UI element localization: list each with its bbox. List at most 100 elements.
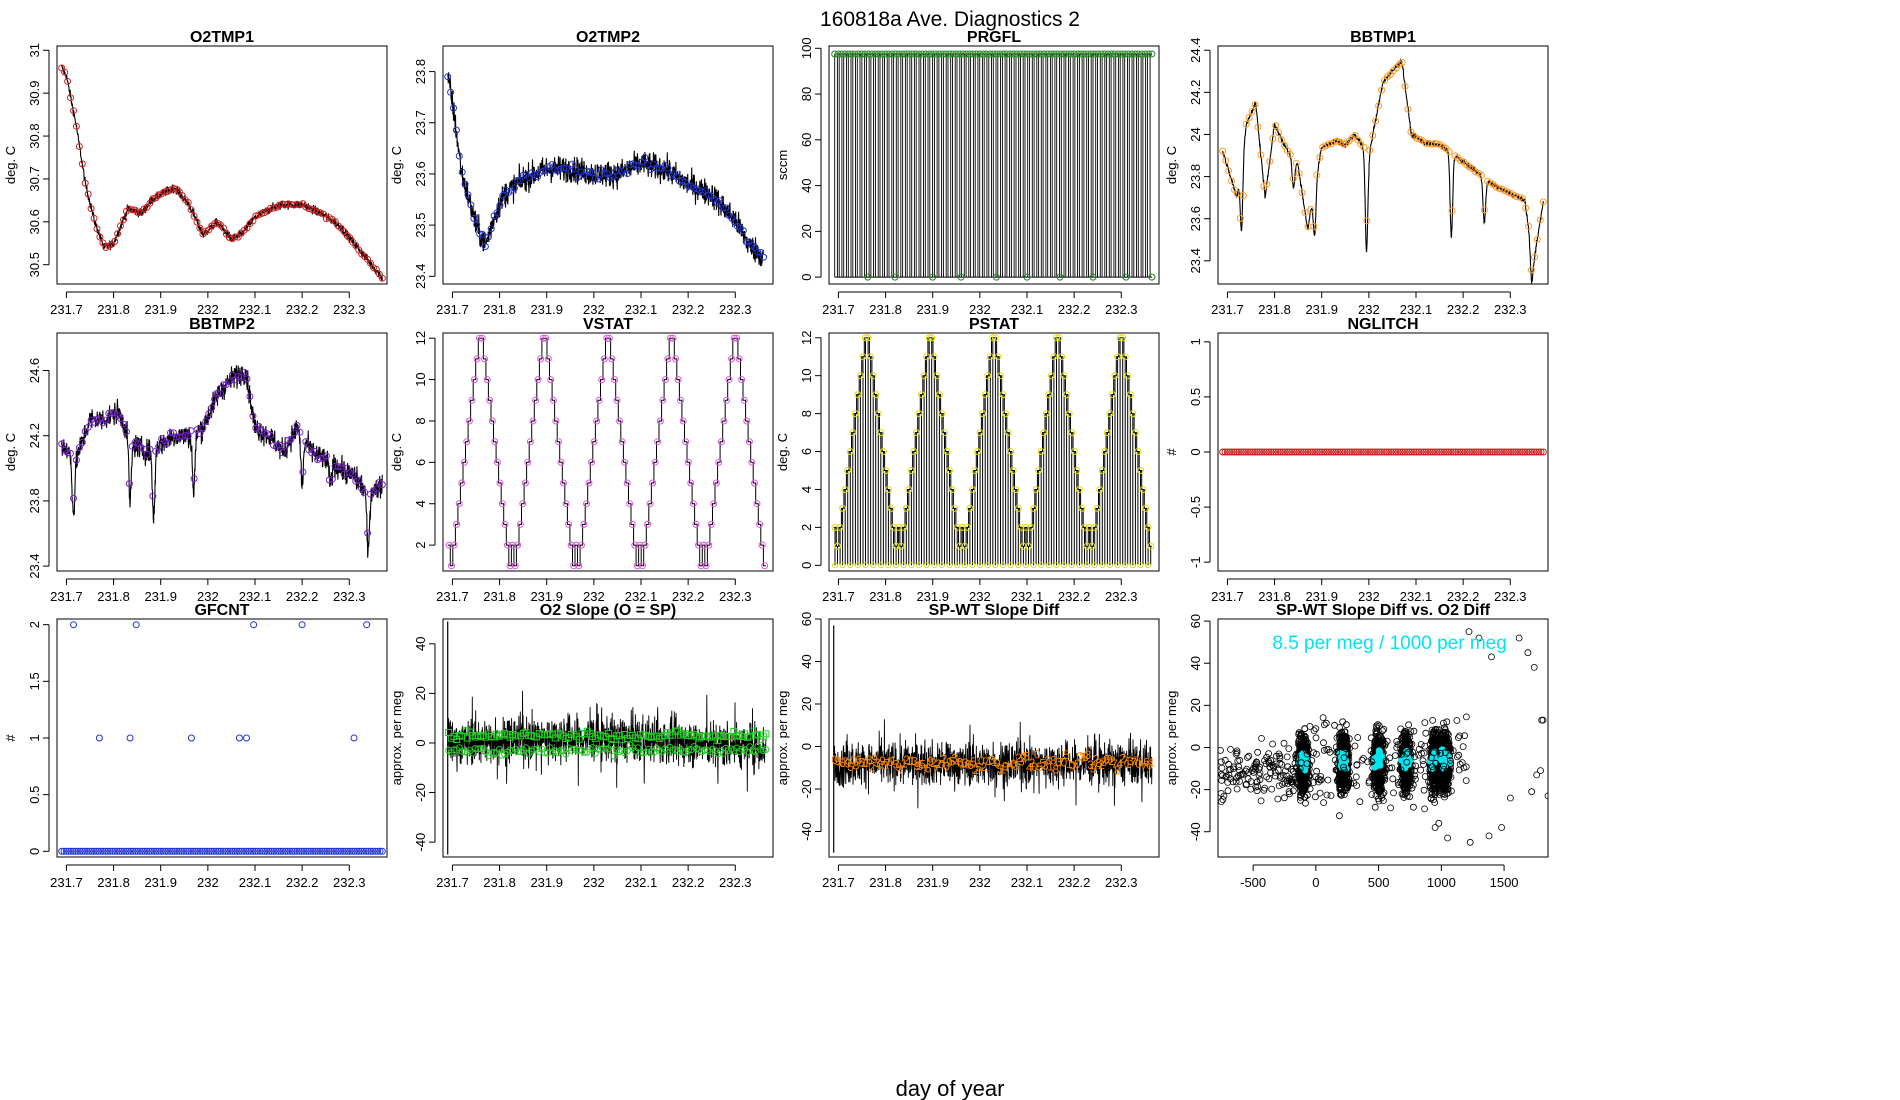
data-point: [1141, 50, 1149, 58]
x-tick-label: 232.2: [1058, 589, 1091, 604]
data-point: 8: [1045, 754, 1052, 768]
data-point: [180, 847, 188, 855]
data-point: 5: [1037, 760, 1044, 774]
data-point: [656, 417, 664, 425]
panel-frame: [828, 45, 1160, 285]
data-point: [99, 847, 107, 855]
data-point: [1091, 50, 1098, 58]
data-point: [1386, 754, 1394, 762]
data-point: [841, 486, 849, 493]
y-tick-label: 6: [799, 448, 814, 455]
data-point: 8: [1082, 750, 1089, 764]
y-tick-label: 40: [799, 178, 814, 192]
data-point: [187, 206, 195, 214]
data-point: 6: [1146, 758, 1153, 772]
data-point: [1237, 771, 1244, 779]
data-point: [895, 523, 903, 531]
data-point: [864, 334, 872, 342]
data-point: [1443, 768, 1451, 775]
data-point: [314, 847, 322, 855]
data-point: [1463, 448, 1471, 456]
data-point: [1358, 756, 1366, 764]
data-point: [72, 847, 80, 855]
data-point: [458, 479, 466, 487]
data-point: [519, 500, 527, 508]
data-point: [246, 393, 254, 400]
data-point: [869, 372, 877, 380]
y-tick-label: 30.6: [27, 209, 42, 234]
data-point: [1050, 353, 1058, 361]
data-point: [1312, 734, 1320, 742]
data-point: 8: [853, 758, 860, 772]
data-point: 0: [1074, 757, 1081, 771]
data-point: 1: [991, 755, 998, 769]
data-point: [211, 395, 219, 403]
data-point: [222, 847, 229, 855]
data-point: [1347, 780, 1355, 787]
data-point: [1292, 159, 1300, 167]
data-point: [166, 847, 174, 855]
data-point: [1045, 562, 1052, 569]
data-point: [1410, 803, 1417, 811]
data-point: 8: [1095, 756, 1102, 770]
data-point: [1257, 797, 1265, 805]
series-line: [447, 72, 765, 267]
data-point: 4: [1117, 757, 1124, 771]
data-point: [341, 847, 349, 855]
data-point: [522, 744, 530, 752]
data-point: [958, 523, 966, 531]
data-point: [228, 847, 236, 855]
x-tick-label: 231.9: [144, 302, 177, 317]
data-point: [1539, 448, 1547, 456]
data-point: [1368, 758, 1376, 766]
data-point: [874, 410, 882, 418]
data-point: [164, 847, 172, 855]
data-point: 2: [903, 753, 910, 767]
x-tick-label: 231.7: [50, 302, 83, 317]
data-point: [1536, 216, 1544, 224]
data-point: [1272, 122, 1280, 130]
data-point: [1299, 735, 1307, 742]
plot-area: [831, 50, 1156, 281]
panel-title: O2TMP2: [576, 29, 640, 46]
data-point: 1: [986, 754, 993, 768]
data-point: [1073, 467, 1081, 474]
data-point: 2: [1029, 756, 1036, 770]
data-point: [136, 847, 144, 855]
y-tick-label: 0: [1188, 744, 1203, 751]
data-point: [1084, 50, 1092, 58]
data-point: [1421, 773, 1429, 780]
data-point: [168, 847, 176, 855]
data-point: [594, 175, 602, 183]
data-point: [1233, 749, 1241, 757]
data-point: [1537, 767, 1544, 774]
data-point: [1435, 819, 1443, 827]
data-point: [689, 500, 697, 508]
data-point: 3: [962, 756, 969, 770]
data-point: [943, 448, 951, 455]
y-axis-label: approx. per meg: [775, 691, 790, 786]
data-point: [245, 847, 252, 855]
x-tick-label: 232: [583, 589, 605, 604]
data-point: [150, 847, 158, 855]
panel-title: VSTAT: [583, 316, 633, 333]
data-point: [864, 273, 872, 281]
data-point: [1107, 50, 1115, 58]
data-point: [149, 492, 157, 500]
data-point: [1227, 775, 1234, 783]
data-point: [1475, 448, 1483, 456]
data-point: [1496, 448, 1503, 456]
data-point: [969, 486, 976, 493]
data-point: [1439, 776, 1446, 783]
data-point: [1454, 448, 1462, 456]
y-axis-label: deg. C: [1164, 146, 1179, 184]
data-point: [1313, 767, 1320, 775]
data-point: [330, 847, 338, 855]
data-point: [1272, 448, 1280, 456]
y-tick-label: 4: [413, 500, 428, 507]
data-point: [618, 438, 626, 446]
data-point: [521, 479, 529, 487]
data-point: [1401, 82, 1409, 90]
data-point: [1134, 50, 1142, 58]
data-point: [496, 479, 504, 487]
